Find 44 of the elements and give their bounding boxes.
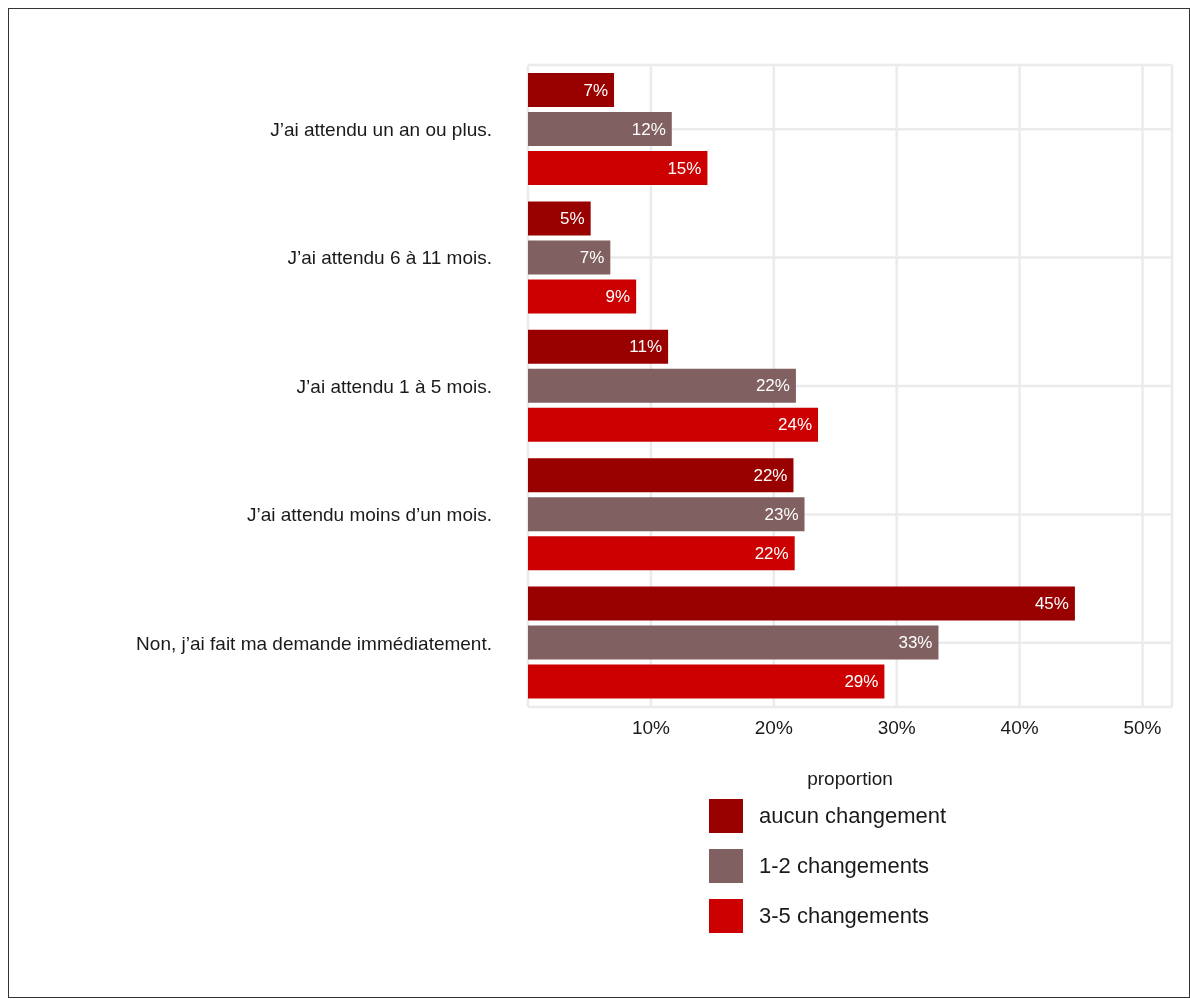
x-tick-label: 40%: [1000, 717, 1039, 739]
legend-label: 3-5 changements: [759, 903, 929, 929]
data-label: 24%: [778, 415, 813, 435]
x-tick-label: 30%: [877, 717, 916, 739]
bar: [528, 151, 708, 185]
bar: [528, 625, 939, 660]
bar: [528, 201, 591, 236]
bar: [528, 536, 795, 571]
legend-label: 1-2 changements: [759, 853, 929, 879]
data-label: 11%: [629, 337, 663, 357]
legend-label: aucun changement: [759, 803, 947, 829]
y-tick-label: Non, j’ai fait ma demande immédiatement.: [136, 632, 492, 654]
bar: [528, 407, 819, 442]
data-label: 22%: [753, 465, 788, 485]
x-tick-label: 20%: [754, 717, 793, 739]
data-label: 5%: [560, 208, 585, 228]
data-label: 12%: [631, 119, 666, 139]
x-tick-label: 50%: [1123, 717, 1162, 739]
bar: [528, 73, 615, 107]
x-tick-label: 10%: [631, 717, 671, 739]
data-label: 15%: [667, 158, 702, 178]
y-tick-label: J’ai attendu moins d’un mois.: [246, 504, 492, 526]
data-label: 33%: [898, 633, 933, 653]
x-axis-title: proportion: [807, 768, 893, 789]
y-tick-label: J’ai attendu 1 à 5 mois.: [296, 375, 492, 397]
data-label: 23%: [764, 504, 799, 524]
data-label: 29%: [844, 672, 879, 692]
data-label: 22%: [754, 543, 789, 563]
bar: [528, 368, 796, 403]
y-tick-label: J’ai attendu un an ou plus.: [270, 118, 492, 140]
y-tick-label: J’ai attendu 6 à 11 mois.: [287, 247, 492, 269]
bar: [528, 497, 805, 532]
bar: [528, 240, 611, 275]
bar: [528, 458, 794, 493]
bar: [528, 279, 637, 314]
data-label: 22%: [755, 376, 790, 396]
data-label: 7%: [583, 80, 609, 100]
data-label: 7%: [579, 247, 605, 267]
bar: [528, 329, 669, 364]
bar: [528, 586, 1075, 621]
data-label: 45%: [1034, 594, 1069, 614]
data-label: 9%: [605, 286, 631, 306]
bar: [528, 112, 672, 146]
bar: [528, 664, 885, 699]
